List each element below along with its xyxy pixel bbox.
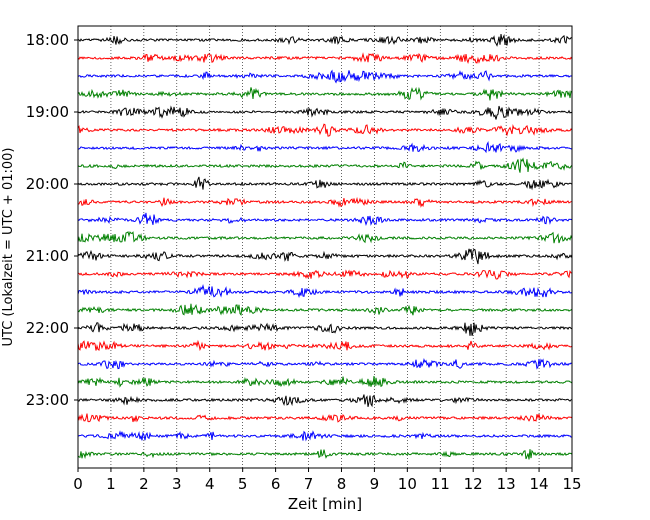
- trace-19:15: [77, 123, 573, 137]
- x-tick-label-12: 12: [464, 475, 483, 493]
- x-tick-label-0: 0: [73, 475, 83, 493]
- x-tick-label-11: 11: [431, 475, 450, 493]
- trace-20:45: [77, 231, 573, 244]
- y-axis-ticks: 18:00 19:00 20:00 21:00 22:00 23:00: [26, 31, 78, 409]
- trace-19:30: [77, 140, 573, 154]
- x-tick-label-1: 1: [106, 475, 116, 493]
- x-tick-label-14: 14: [530, 475, 549, 493]
- x-axis-label: Zeit [min]: [288, 495, 362, 513]
- x-axis-ticks: 0 1 2 3 4 5 6 7 8 9 10 11 12 13 14 15: [73, 468, 582, 493]
- trace-22:15: [77, 339, 573, 352]
- x-tick-label-7: 7: [304, 475, 314, 493]
- trace-21:45: [77, 303, 573, 316]
- y-tick-label-21:00: 21:00: [26, 247, 69, 265]
- trace-22:45: [77, 376, 573, 388]
- x-tick-label-8: 8: [337, 475, 347, 493]
- trace-18:45: [77, 86, 573, 101]
- trace-22:30: [77, 358, 573, 370]
- y-axis-label: UTC (Lokalzeit = UTC + 01:00): [1, 148, 16, 347]
- trace-19:45: [77, 157, 573, 173]
- trace-22:00: [77, 322, 573, 336]
- x-tick-label-4: 4: [205, 475, 215, 493]
- y-tick-label-20:00: 20:00: [26, 175, 69, 193]
- trace-21:00: [77, 248, 573, 265]
- x-tick-label-15: 15: [562, 475, 581, 493]
- x-tick-label-13: 13: [497, 475, 516, 493]
- trace-20:15: [77, 196, 573, 208]
- x-tick-label-9: 9: [370, 475, 380, 493]
- y-tick-label-19:00: 19:00: [26, 103, 69, 121]
- x-tick-label-3: 3: [172, 475, 182, 493]
- x-tick-label-6: 6: [271, 475, 281, 493]
- trace-23:45: [77, 449, 573, 460]
- trace-18:30: [77, 69, 573, 84]
- trace-18:00: [77, 33, 572, 47]
- trace-19:00: [77, 105, 573, 120]
- x-tick-label-2: 2: [139, 475, 149, 493]
- traces: [77, 33, 573, 460]
- trace-23:00: [77, 394, 573, 408]
- trace-21:30: [77, 284, 573, 299]
- x-tick-label-10: 10: [398, 475, 417, 493]
- trace-23:15: [77, 413, 573, 423]
- trace-20:30: [77, 212, 573, 226]
- x-tick-label-5: 5: [238, 475, 248, 493]
- trace-21:15: [77, 269, 573, 280]
- y-tick-label-23:00: 23:00: [26, 391, 69, 409]
- y-tick-label-18:00: 18:00: [26, 31, 69, 49]
- y-tick-label-22:00: 22:00: [26, 319, 69, 337]
- trace-23:30: [77, 430, 573, 442]
- trace-18:15: [77, 52, 573, 65]
- plot-frame: [77, 25, 573, 469]
- trace-20:00: [77, 176, 573, 191]
